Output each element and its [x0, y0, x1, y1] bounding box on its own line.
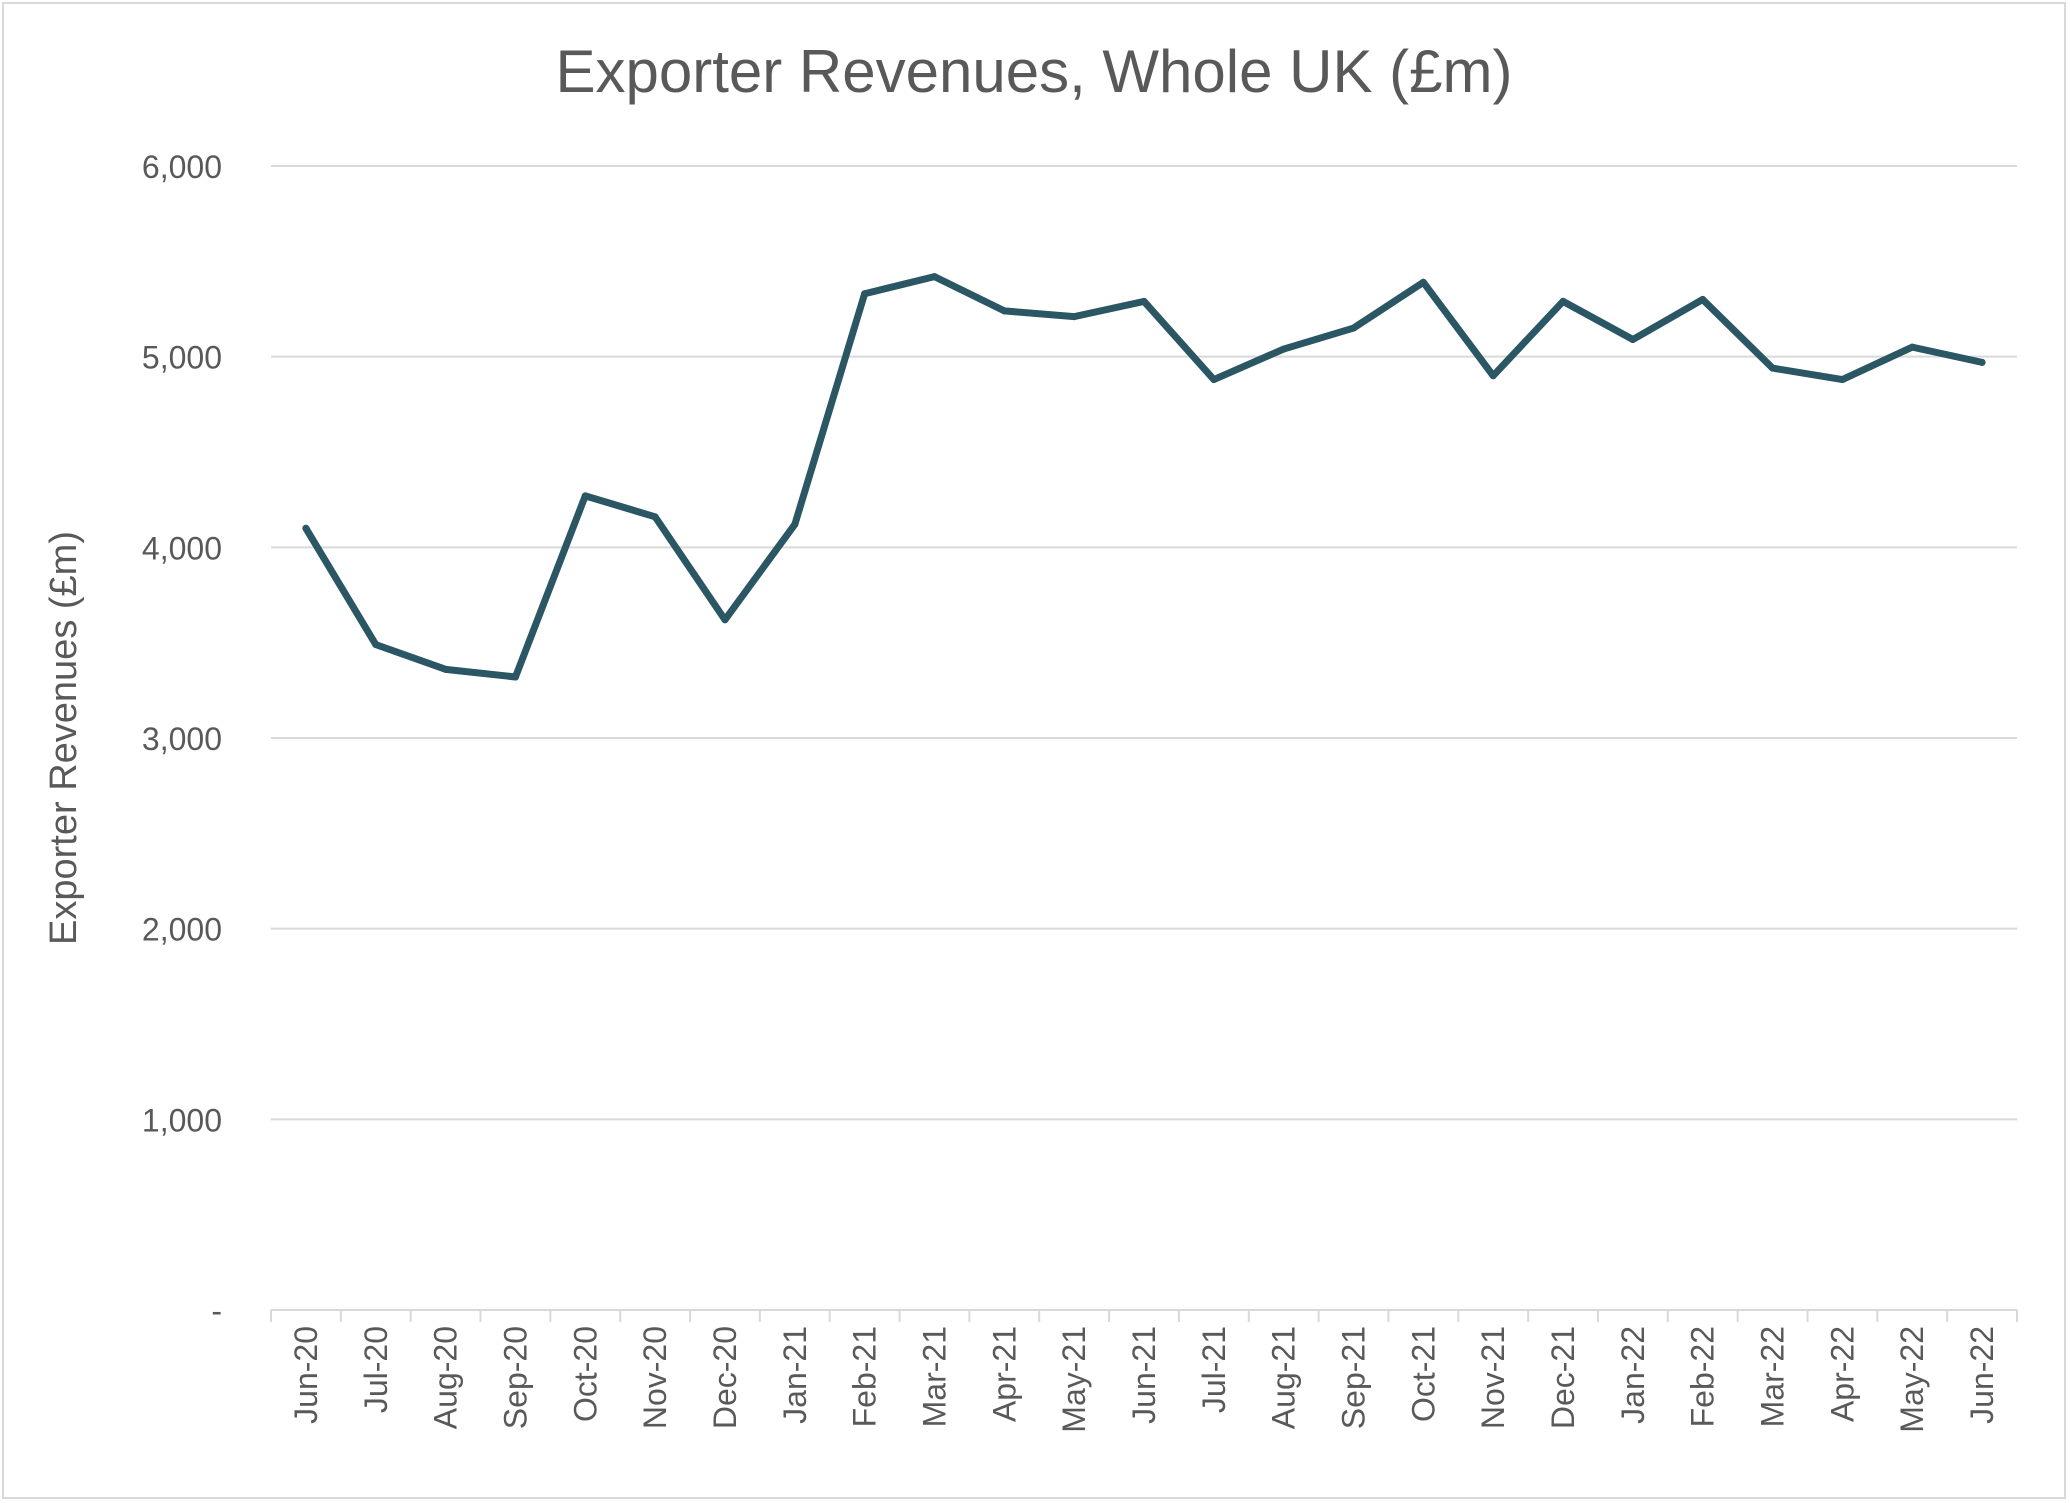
- x-tick-label: Dec-20: [707, 1326, 743, 1429]
- chart-title: Exporter Revenues, Whole UK (£m): [555, 38, 1512, 105]
- x-tick-label: Apr-22: [1824, 1326, 1860, 1422]
- x-tick-label: Oct-21: [1405, 1326, 1441, 1422]
- data-point: [1489, 372, 1497, 380]
- y-tick-label: 1,000: [142, 1102, 222, 1138]
- series-line: [302, 273, 1986, 681]
- x-tick-label: Dec-21: [1545, 1326, 1581, 1429]
- y-tick-label: 5,000: [142, 340, 222, 376]
- data-point: [1908, 343, 1916, 351]
- x-tick-label: Jun-21: [1126, 1326, 1162, 1424]
- data-point: [721, 616, 729, 624]
- x-tick-label: Feb-21: [847, 1326, 883, 1427]
- data-point: [1978, 358, 1986, 366]
- y-tick-label: 2,000: [142, 912, 222, 948]
- data-point: [1210, 376, 1218, 384]
- data-point: [1070, 313, 1078, 321]
- data-point: [1629, 336, 1637, 344]
- data-point: [442, 665, 450, 673]
- data-point: [861, 290, 869, 298]
- data-point: [1000, 307, 1008, 315]
- y-tick-label: 6,000: [142, 149, 222, 185]
- data-point: [791, 520, 799, 528]
- y-tick-label: -: [211, 1293, 222, 1329]
- y-tick-label: 3,000: [142, 721, 222, 757]
- x-tick-label: Aug-20: [428, 1326, 464, 1429]
- x-tick-label: Sep-21: [1336, 1326, 1372, 1429]
- x-tick-label: Nov-21: [1475, 1326, 1511, 1429]
- x-tick-label: Mar-21: [916, 1326, 952, 1427]
- x-tick-label: Oct-20: [567, 1326, 603, 1422]
- data-point: [1140, 297, 1148, 305]
- data-point: [1419, 278, 1427, 286]
- x-tick-label: Nov-20: [637, 1326, 673, 1429]
- data-point: [372, 641, 380, 649]
- data-point: [1559, 297, 1567, 305]
- data-point: [581, 492, 589, 500]
- x-tick-label: Jan-21: [777, 1326, 813, 1424]
- x-tick-label: May-22: [1894, 1326, 1930, 1433]
- y-tick-label: 4,000: [142, 530, 222, 566]
- x-tick-label: Jun-20: [288, 1326, 324, 1424]
- x-tick-label: Jul-21: [1196, 1326, 1232, 1413]
- x-tick-label: Sep-20: [497, 1326, 533, 1429]
- data-point: [651, 513, 659, 521]
- x-tick-label: Feb-22: [1685, 1326, 1721, 1427]
- data-point: [302, 524, 310, 532]
- x-tick-label: Jul-20: [358, 1326, 394, 1413]
- y-axis-label: Exporter Revenues (£m): [43, 531, 85, 945]
- data-point: [1769, 364, 1777, 372]
- x-tick-label: Aug-21: [1266, 1326, 1302, 1429]
- x-tick-label: Jan-22: [1615, 1326, 1651, 1424]
- data-point: [1350, 324, 1358, 332]
- x-tick-label: May-21: [1056, 1326, 1092, 1433]
- data-point: [1280, 345, 1288, 353]
- x-tick-label: Jun-22: [1964, 1326, 2000, 1424]
- x-tick-label: Mar-22: [1755, 1326, 1791, 1427]
- data-point: [1699, 295, 1707, 303]
- data-point: [511, 673, 519, 681]
- data-point: [1838, 376, 1846, 384]
- data-point: [930, 273, 938, 281]
- x-tick-label: Apr-21: [986, 1326, 1022, 1422]
